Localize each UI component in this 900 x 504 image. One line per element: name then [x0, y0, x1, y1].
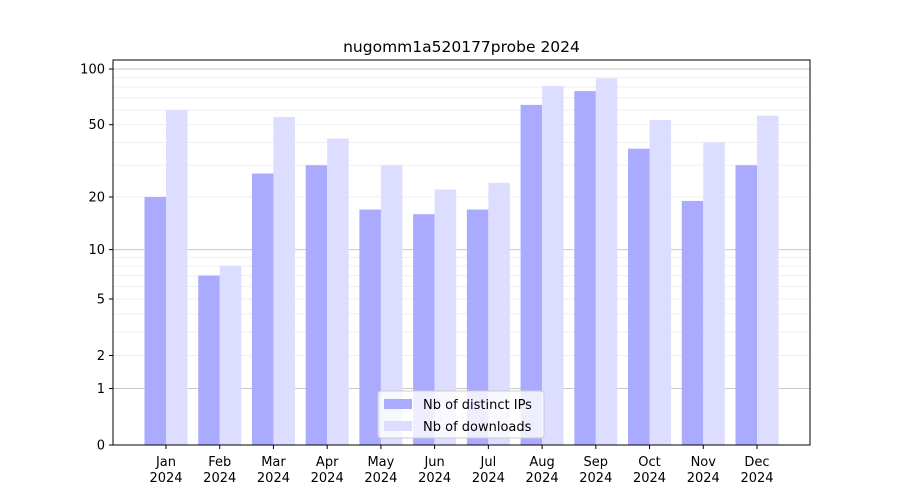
legend — [377, 390, 545, 439]
bar-downloads-7 — [542, 85, 564, 446]
y-tick-label: 20 — [88, 190, 105, 205]
bar-downloads-0 — [166, 110, 188, 446]
x-tick-label: Aug 2024 — [526, 455, 559, 486]
bar-ips-1 — [198, 275, 220, 445]
bar-downloads-10 — [703, 142, 725, 445]
bar-downloads-2 — [273, 117, 295, 446]
bar-ips-4 — [359, 209, 381, 445]
x-tick-label: May 2024 — [364, 455, 397, 486]
y-tick-label: 2 — [97, 349, 105, 364]
bar-downloads-8 — [595, 78, 618, 446]
y-tick-label: 1 — [97, 382, 105, 397]
bar-ips-6 — [466, 209, 489, 445]
x-tick-label: Feb 2024 — [203, 455, 236, 486]
chart-title: nugomm1a520177probe 2024 — [343, 38, 580, 56]
x-tick-label: Nov 2024 — [687, 455, 720, 486]
x-tick-label: Jun 2024 — [418, 455, 451, 486]
legend-label: Nb of distinct IPs — [423, 398, 532, 413]
y-tick-label: 0 — [97, 439, 105, 454]
x-tick-label: Oct 2024 — [633, 455, 666, 486]
y-tick-label: 50 — [88, 118, 105, 133]
bar-ips-0 — [144, 196, 166, 445]
bar-ips-2 — [251, 173, 274, 445]
legend-swatch — [384, 421, 412, 431]
bar-ips-9 — [628, 148, 650, 445]
bar-downloads-3 — [327, 138, 349, 445]
bar-downloads-6 — [488, 182, 510, 445]
x-tick-label: Mar 2024 — [257, 455, 290, 486]
x-tick-label: Dec 2024 — [740, 455, 773, 486]
x-tick-label: Jan 2024 — [149, 455, 182, 486]
bar-downloads-4 — [380, 165, 403, 445]
bar-downloads-5 — [434, 189, 457, 445]
bar-ips-3 — [305, 165, 328, 445]
y-tick-label: 10 — [88, 243, 105, 258]
bar-downloads-9 — [649, 120, 672, 445]
y-tick-label: 5 — [97, 293, 105, 308]
x-tick-label: Jul 2024 — [472, 455, 505, 486]
bar-ips-5 — [413, 214, 435, 445]
y-tick-label: 100 — [80, 62, 105, 77]
legend-label: Nb of downloads — [423, 420, 532, 435]
plot-frame — [112, 59, 811, 446]
bar-ips-11 — [735, 165, 757, 445]
bar-downloads-1 — [219, 265, 242, 445]
bar-downloads-11 — [757, 115, 779, 446]
x-tick-label: Sep 2024 — [579, 455, 612, 486]
x-tick-label: Apr 2024 — [311, 455, 344, 486]
bar-ips-7 — [520, 104, 543, 445]
bar-ips-8 — [574, 91, 596, 446]
legend-swatch — [384, 399, 412, 409]
bar-ips-10 — [681, 200, 704, 445]
